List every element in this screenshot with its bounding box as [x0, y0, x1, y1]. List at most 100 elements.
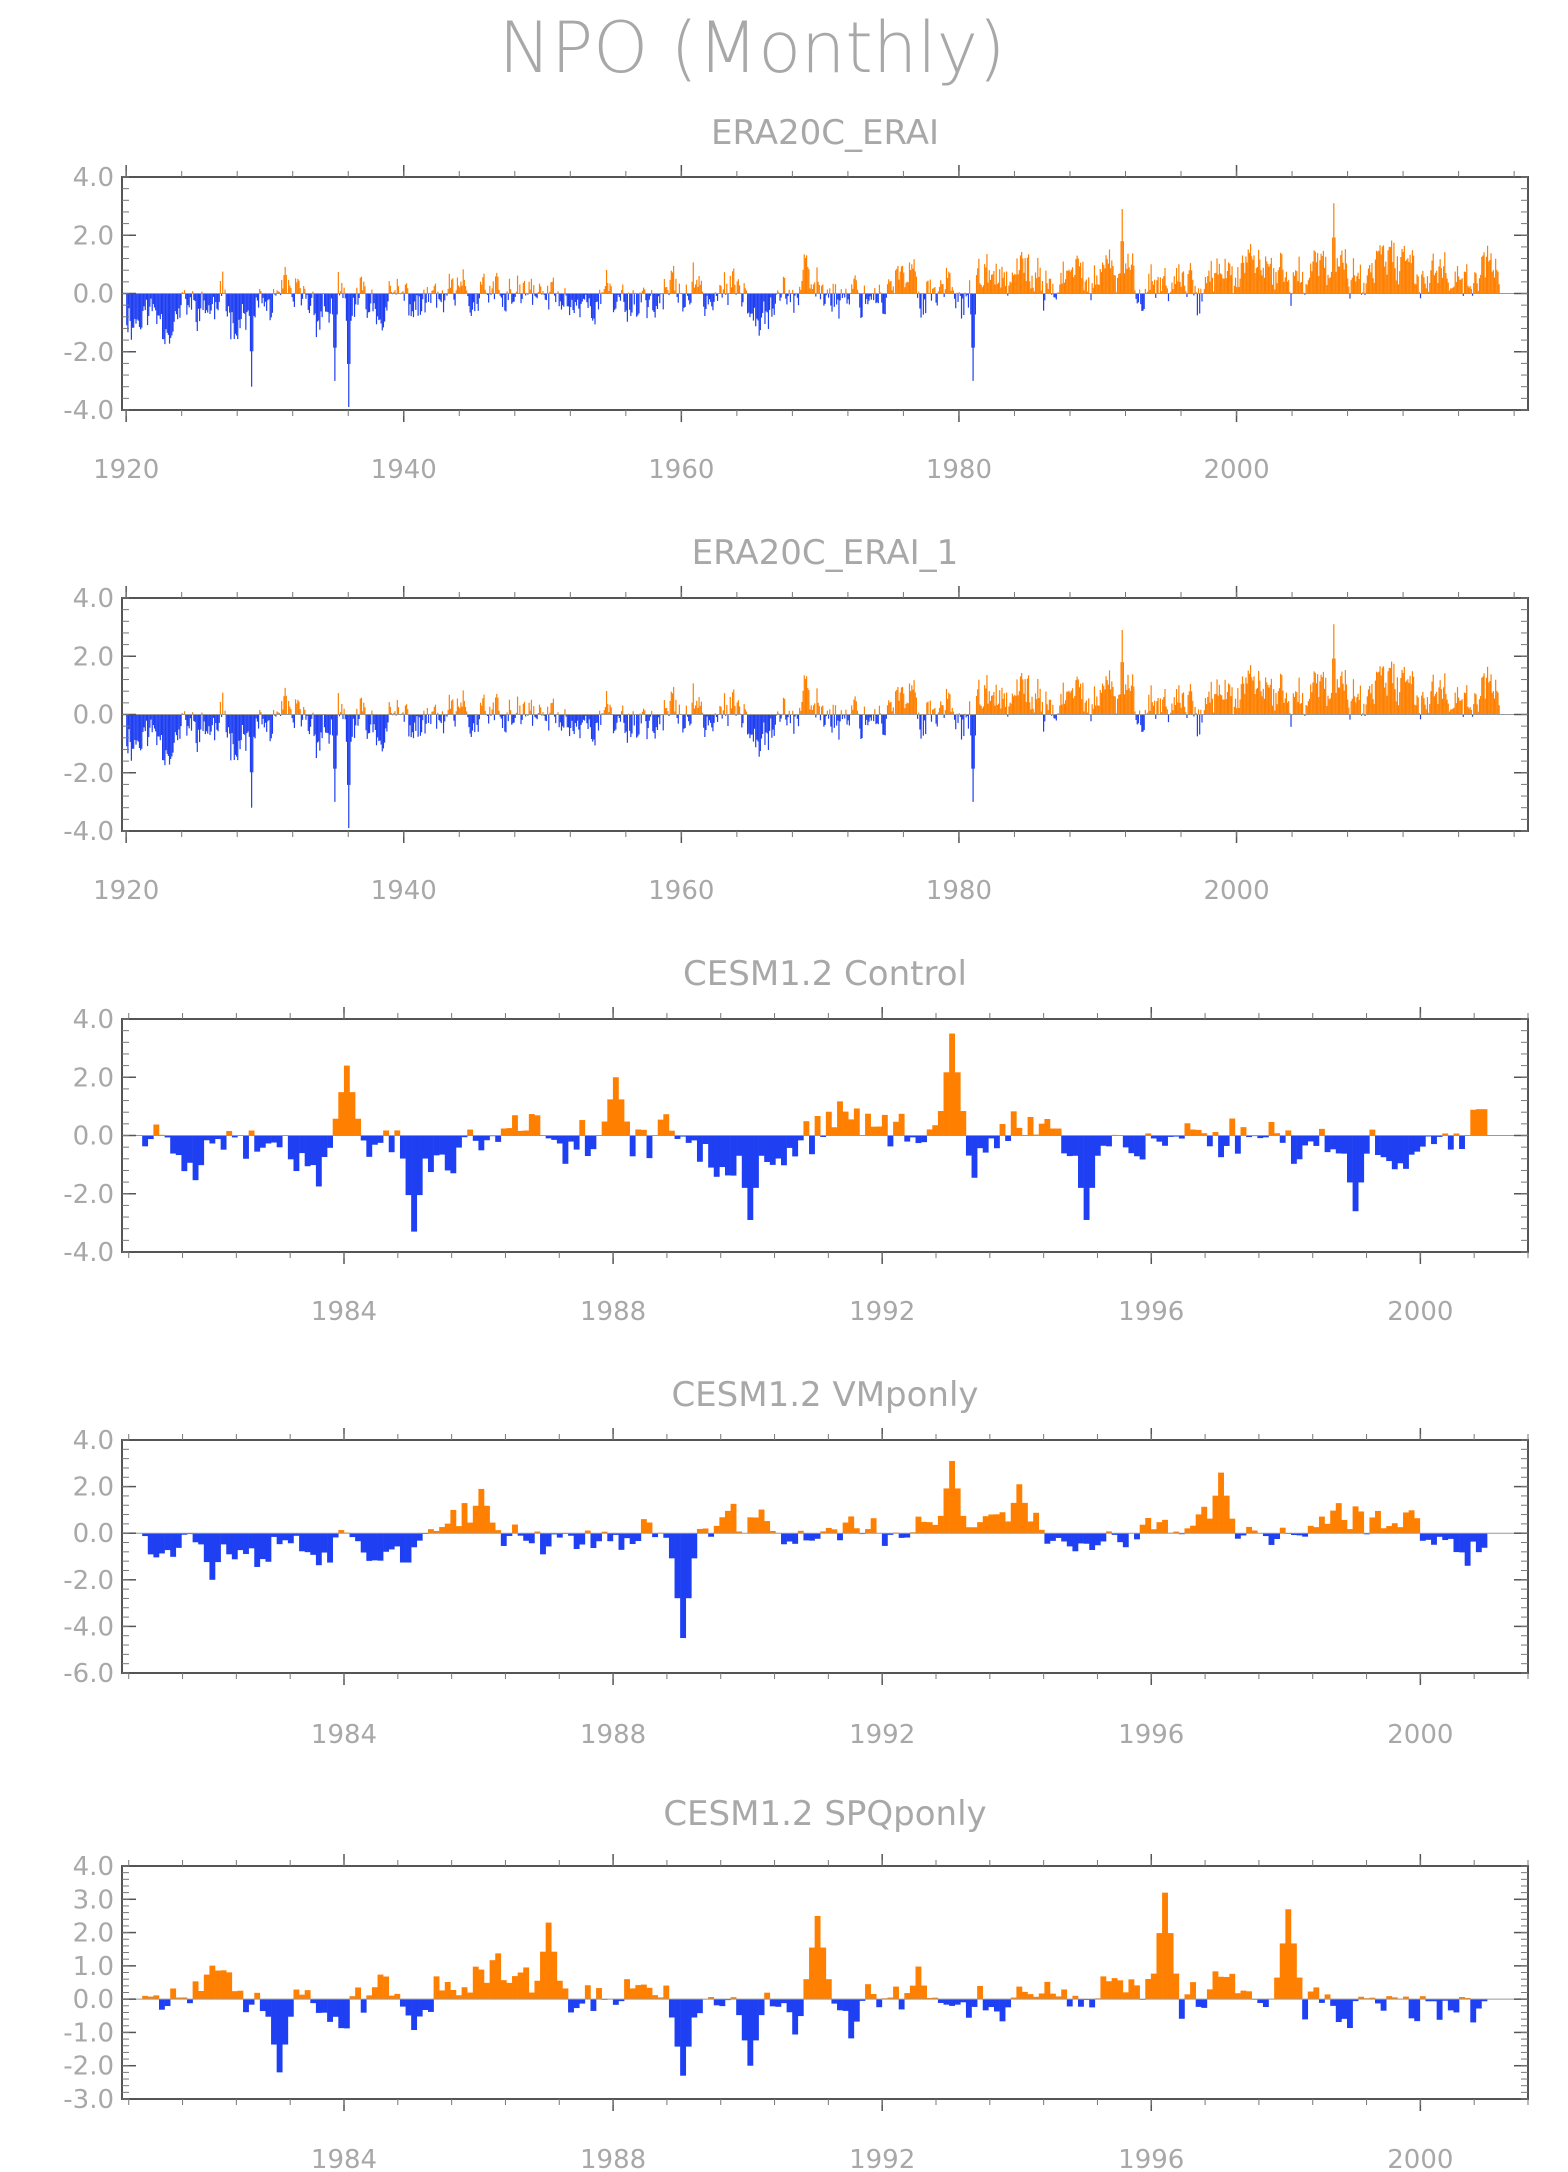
positive-bar — [278, 712, 280, 715]
negative-bar — [1054, 293, 1056, 298]
positive-bar — [1453, 707, 1455, 715]
negative-bar — [756, 293, 758, 319]
negative-bar — [246, 293, 248, 313]
positive-bar — [1099, 269, 1101, 294]
negative-bar — [1136, 293, 1138, 304]
positive-bar — [1274, 289, 1276, 294]
positive-bar — [906, 281, 908, 294]
positive-bar — [1027, 254, 1030, 294]
positive-bar — [1270, 678, 1272, 715]
positive-bar — [467, 1129, 474, 1136]
positive-bar — [1165, 285, 1167, 294]
negative-bar — [607, 1533, 614, 1542]
positive-bar — [1274, 1133, 1281, 1136]
positive-bar — [1105, 255, 1107, 294]
positive-bar — [1365, 283, 1367, 294]
negative-bar — [493, 714, 496, 721]
negative-bar — [972, 293, 974, 381]
negative-bar — [724, 1135, 731, 1176]
negative-bar — [712, 293, 714, 311]
negative-bar — [848, 293, 850, 305]
negative-bar — [411, 1135, 418, 1232]
positive-bar — [183, 711, 186, 715]
negative-bar — [372, 293, 374, 312]
negative-bar — [371, 1135, 378, 1145]
positive-bar — [1152, 284, 1155, 294]
positive-bar — [1266, 682, 1268, 715]
negative-bar — [382, 293, 385, 328]
positive-bar — [466, 290, 468, 294]
positive-bar — [1495, 258, 1497, 294]
positive-bar — [1171, 703, 1173, 715]
positive-bar — [540, 707, 542, 715]
negative-bar — [870, 714, 872, 721]
negative-bar — [345, 293, 348, 321]
positive-bar — [822, 284, 824, 294]
positive-bar — [1475, 694, 1477, 715]
positive-bar — [1318, 275, 1320, 294]
positive-bar — [219, 281, 222, 294]
negative-bar — [203, 293, 205, 301]
positive-bar — [489, 1960, 496, 2000]
negative-bar — [612, 714, 615, 734]
positive-bar — [483, 273, 485, 294]
positive-bar — [1266, 261, 1268, 294]
negative-bar — [315, 1135, 322, 1187]
x-tick-label: 1960 — [648, 876, 714, 906]
negative-bar — [1050, 1533, 1056, 1541]
positive-bar — [142, 1995, 149, 2000]
negative-bar — [1240, 1533, 1247, 1536]
positive-bar — [764, 1992, 771, 2000]
negative-bar — [574, 714, 576, 724]
positive-bar — [1062, 261, 1064, 294]
positive-bar — [1134, 711, 1136, 715]
negative-bar — [534, 714, 536, 717]
negative-bar — [637, 714, 639, 737]
x-tick-label: 2000 — [1387, 2145, 1453, 2172]
positive-bar — [441, 290, 443, 294]
positive-bar — [826, 289, 828, 294]
positive-bar — [517, 1130, 524, 1136]
negative-bar — [129, 714, 131, 742]
negative-bar — [422, 293, 424, 300]
positive-bar — [782, 697, 785, 715]
negative-bar — [593, 714, 595, 740]
positive-bar — [985, 688, 987, 715]
negative-bar — [769, 1999, 776, 2007]
positive-bar — [1030, 709, 1032, 715]
negative-bar — [167, 714, 169, 756]
negative-bar — [663, 1533, 670, 1538]
positive-bar — [1374, 680, 1377, 715]
positive-bar — [296, 703, 298, 715]
negative-bar — [152, 714, 154, 726]
negative-bar — [287, 1135, 294, 1160]
positive-bar — [540, 286, 542, 294]
negative-bar — [750, 714, 752, 735]
negative-bar — [531, 293, 534, 305]
negative-bar — [501, 293, 504, 307]
negative-bar — [279, 714, 282, 717]
positive-bar — [1395, 701, 1397, 715]
positive-bar — [1107, 263, 1109, 294]
positive-bar — [1187, 274, 1189, 294]
positive-bar — [1330, 692, 1333, 715]
positive-bar — [1068, 269, 1070, 294]
negative-bar — [127, 293, 129, 333]
positive-bar — [1276, 283, 1278, 294]
positive-bar — [492, 281, 494, 294]
positive-bar — [1010, 1502, 1017, 1534]
negative-bar — [1481, 1533, 1488, 1548]
negative-bar — [1419, 293, 1422, 299]
negative-bar — [580, 293, 582, 304]
positive-bar — [1058, 292, 1060, 294]
negative-bar — [203, 1135, 210, 1141]
positive-bar — [1440, 689, 1442, 715]
positive-bar — [888, 279, 890, 294]
negative-bar — [430, 293, 432, 303]
positive-bar — [913, 259, 915, 294]
negative-bar — [592, 293, 594, 321]
negative-bar — [735, 714, 737, 716]
negative-bar — [836, 714, 838, 726]
positive-bar — [821, 706, 823, 715]
negative-bar — [143, 714, 145, 728]
